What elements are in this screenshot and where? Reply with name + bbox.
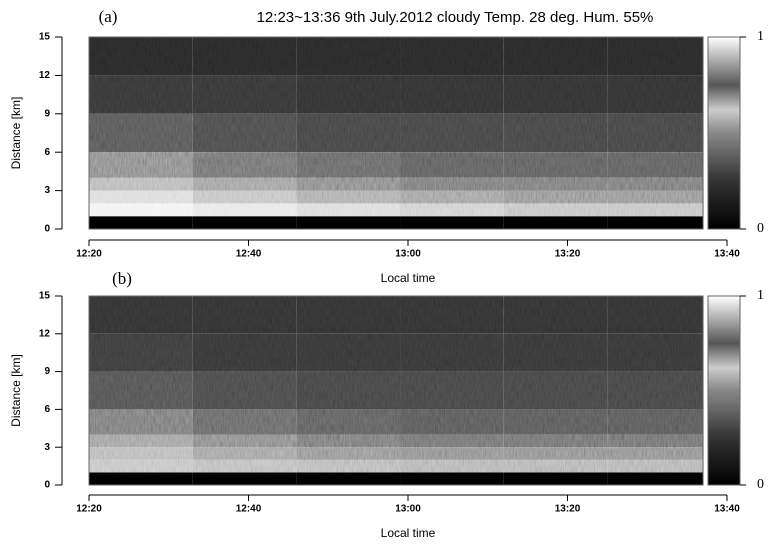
y-tick-label: 3 <box>44 185 50 196</box>
heat-cell <box>400 216 504 229</box>
y-tick-label: 12 <box>39 70 51 81</box>
x-tick-label: 13:40 <box>714 249 740 260</box>
y-tick-label: 6 <box>44 404 50 415</box>
heat-cell <box>607 216 704 229</box>
colorbar <box>707 36 741 230</box>
heat-cell <box>89 472 193 485</box>
plot-frame <box>88 36 704 230</box>
x-axis-label: Local time <box>381 526 436 540</box>
y-tick-label: 15 <box>39 291 51 302</box>
heat-cell <box>296 472 401 485</box>
y-tick-label: 9 <box>44 108 50 119</box>
x-tick-label: 12:40 <box>236 504 262 515</box>
x-tick-label: 13:00 <box>395 504 421 515</box>
y-tick-label: 0 <box>44 480 50 491</box>
texture <box>89 296 704 473</box>
x-axis-label: Local time <box>381 271 436 285</box>
x-tick-label: 12:20 <box>76 504 102 515</box>
panel-label: (a) <box>99 7 118 26</box>
y-tick-label: 0 <box>44 224 50 235</box>
x-tick-label: 12:20 <box>76 249 102 260</box>
chart-title: 12:23~13:36 9th July.2012 cloudy Temp. 2… <box>257 9 654 26</box>
heat-cell <box>400 472 504 485</box>
heat-cell <box>503 472 608 485</box>
panel-label: (b) <box>112 269 132 288</box>
y-tick-label: 12 <box>39 328 51 339</box>
x-tick-label: 12:40 <box>236 249 262 260</box>
x-tick-label: 13:00 <box>395 249 421 260</box>
y-tick-label: 6 <box>44 147 50 158</box>
texture <box>89 37 704 217</box>
heat-cell <box>192 216 297 229</box>
heat-cell <box>192 472 297 485</box>
colorbar-tick-label: 1 <box>757 29 764 44</box>
heat-cell <box>503 216 608 229</box>
y-axis-label: Distance [km] <box>9 97 23 170</box>
plot-frame <box>88 295 704 486</box>
y-tick-label: 3 <box>44 442 50 453</box>
x-tick-label: 13:20 <box>555 504 581 515</box>
x-tick-label: 13:20 <box>555 249 581 260</box>
x-tick-label: 13:40 <box>714 504 740 515</box>
y-tick-label: 15 <box>39 32 51 43</box>
colorbar-tick-label: 1 <box>757 288 764 303</box>
y-axis-label: Distance [km] <box>9 354 23 427</box>
colorbar-tick-label: 0 <box>757 477 764 492</box>
heat-cell <box>607 472 704 485</box>
colorbar <box>707 295 741 486</box>
y-tick-label: 9 <box>44 366 50 377</box>
colorbar-tick-label: 0 <box>757 221 764 236</box>
heat-cell <box>296 216 401 229</box>
heat-cell <box>89 216 193 229</box>
